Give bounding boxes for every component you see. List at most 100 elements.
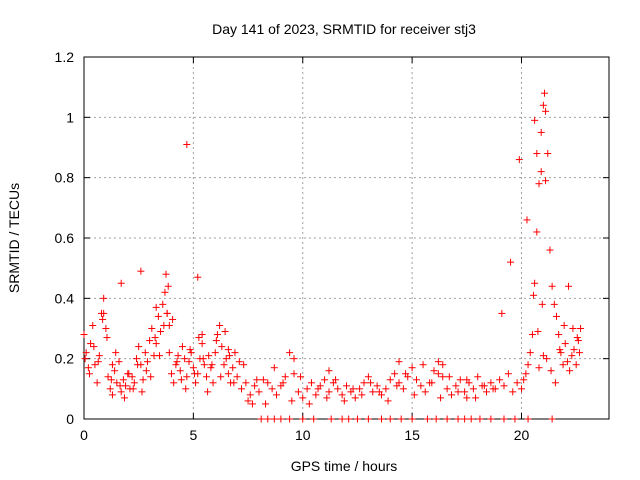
data-point [173,358,181,366]
x-tick-label: 5 [189,427,197,443]
data-point [325,388,333,396]
data-point [454,388,462,396]
data-point [165,321,173,329]
data-point [87,340,95,348]
data-point [504,370,512,378]
data-point [343,382,350,390]
data-point [310,415,318,423]
data-point [218,343,226,351]
data-point [190,370,198,378]
data-point [417,382,425,390]
data-point [535,364,543,372]
data-point [299,394,307,402]
data-point [439,373,447,381]
data-point [138,388,146,396]
data-point [445,373,453,381]
data-point [500,415,508,423]
data-point [568,352,576,360]
data-point [358,391,366,399]
data-point [321,376,329,384]
data-point [100,309,108,317]
data-point [224,346,232,354]
data-point [273,391,280,399]
data-point [103,334,111,342]
data-point [93,379,101,387]
data-point [281,373,289,381]
data-point [461,388,469,396]
data-point [480,382,488,390]
data-point [338,415,346,423]
data-point [135,343,143,351]
data-point [546,246,554,254]
data-point [513,379,521,387]
data-point [222,355,230,363]
data-point [213,331,221,339]
data-point [108,391,116,399]
data-point [561,340,569,348]
data-point [159,300,167,308]
data-point [185,358,193,366]
data-point [133,355,140,363]
data-point [421,388,429,396]
data-point [496,376,504,384]
data-point [248,400,256,408]
data-point [95,352,103,360]
data-point [89,321,97,329]
data-point [526,349,534,357]
data-point [203,373,210,381]
data-point [555,331,563,339]
data-point [286,415,294,423]
data-point [560,321,568,329]
data-point [220,361,228,369]
data-point [104,373,112,381]
data-point [327,415,335,423]
data-point [162,270,170,278]
data-point [242,379,250,387]
data-point [141,349,149,357]
data-point [117,279,125,287]
y-tick-label: 0.2 [55,351,75,367]
data-point [461,415,469,423]
data-point [161,288,169,296]
data-point [183,140,191,148]
data-point [559,361,567,369]
data-point [550,300,558,308]
data-point [364,415,372,423]
data-point [386,415,394,423]
data-point [413,376,420,384]
data-point [454,415,462,423]
data-point [129,385,137,393]
data-point [556,346,564,354]
data-point [165,349,173,357]
data-point [115,358,123,366]
data-point [169,315,177,323]
data-point [308,379,315,387]
data-point [393,382,401,390]
data-point [432,415,440,423]
data-point [511,415,519,423]
data-point [524,415,532,423]
data-point [553,312,560,320]
data-point [395,358,403,366]
data-point [85,370,93,378]
data-point [386,376,394,384]
data-point [399,385,407,393]
data-point [537,128,545,136]
data-point [452,382,460,390]
data-point [231,349,239,357]
data-point [117,388,125,396]
data-point [268,385,276,393]
data-point [205,352,213,360]
data-point [195,334,203,342]
data-point [270,364,278,372]
y-tick-label: 0.8 [55,170,75,186]
data-point [102,325,110,332]
data-point [182,385,190,393]
data-point [198,331,206,339]
data-point [439,361,447,369]
data-point [509,388,517,396]
data-point [518,385,525,393]
data-point [99,315,107,323]
data-point [443,415,451,423]
data-point [137,267,145,275]
